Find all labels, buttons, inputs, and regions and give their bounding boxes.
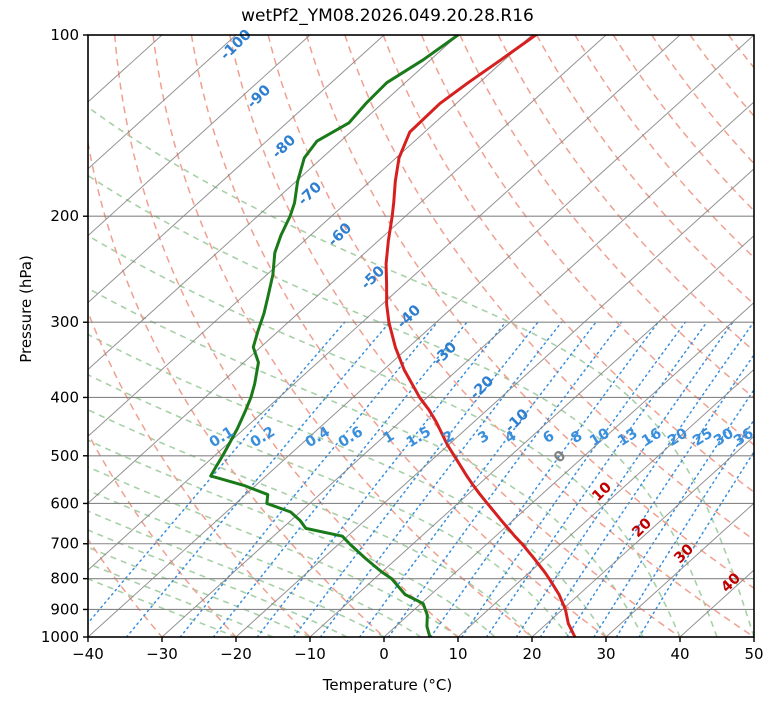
mixing-ratio-line (566, 353, 754, 637)
dry-adiabat-line (0, 35, 14, 637)
mixing-ratio-line (515, 321, 734, 637)
isotherm-line (235, 168, 754, 637)
y-tick-label: 200 (50, 207, 79, 225)
y-axis-label: Pressure (hPa) (17, 255, 35, 363)
moist-adiabat-line (88, 408, 533, 637)
dry-adiabat-line (535, 35, 754, 306)
x-tick-label: −10 (294, 645, 326, 663)
moist-adiabat-line (88, 234, 681, 637)
mixing-ratio-line (539, 321, 754, 637)
mixing-ratio-line (429, 321, 659, 637)
x-tick-label: −20 (220, 645, 252, 663)
mixing-ratio-line (593, 388, 754, 637)
x-tick-label: 50 (744, 645, 763, 663)
y-tick-label: 400 (50, 388, 79, 406)
x-tick-label: −30 (146, 645, 178, 663)
isotherm-line (88, 35, 385, 304)
x-tick-label: −40 (72, 645, 104, 663)
isotherm-line (457, 368, 754, 637)
y-tick-label: 800 (50, 570, 79, 588)
x-tick-label: 10 (448, 645, 467, 663)
moist-adiabat-line (88, 489, 422, 637)
moist-adiabat-line (88, 562, 274, 637)
mixing-ratio-line (125, 321, 391, 637)
mixing-ratio-line (256, 321, 507, 637)
x-axis-label: Temperature (°C) (322, 676, 453, 694)
dry-adiabat-line (382, 35, 754, 494)
sounding-profiles (209, 35, 577, 637)
profile-line-dewpoint (209, 35, 460, 637)
isotherm-line (88, 35, 754, 637)
plot-border (87, 34, 755, 638)
moist-adiabat-line (88, 333, 607, 637)
x-tick-label: 0 (379, 645, 389, 663)
moist-adiabat-line (88, 373, 570, 637)
isotherm-line (88, 35, 311, 237)
y-tick-label: 300 (50, 313, 79, 331)
isotherm-line (309, 234, 754, 637)
dry-adiabat-line (305, 35, 754, 590)
isotherm-line (88, 35, 607, 504)
moist-adiabat-line (88, 439, 496, 637)
dry-adiabat-line (88, 138, 385, 637)
x-tick-label: 30 (596, 645, 615, 663)
isotherm-line (88, 35, 237, 170)
dry-adiabat-line (113, 35, 459, 637)
isotherm-line (383, 301, 754, 637)
moist-adiabat-line (88, 510, 385, 637)
dry-adiabat-line (459, 35, 754, 399)
isotherm-line (88, 35, 459, 371)
isotherm-line (605, 502, 754, 637)
dry-adiabat-line (229, 35, 681, 637)
isotherm-line (161, 101, 754, 637)
x-tick-label: 40 (670, 645, 689, 663)
isotherm-line (753, 636, 754, 637)
y-tick-label: 700 (50, 535, 79, 553)
isotherm-line (88, 35, 533, 438)
y-tick-label: 500 (50, 447, 79, 465)
mixing-ratio-line (358, 321, 597, 637)
mixing-ratio-line (485, 321, 708, 637)
page-title: wetPf2_YM08.2026.049.20.28.R16 (241, 6, 534, 26)
mixing-ratio-line (615, 418, 754, 637)
mixing-ratio-line (319, 321, 563, 637)
moist-adiabat-line (88, 546, 311, 637)
y-tick-label: 100 (50, 26, 79, 44)
moist-adiabat-line (88, 106, 754, 637)
mixing-ratio-line (638, 450, 754, 637)
dry-adiabat-line (152, 35, 533, 637)
y-tick-label: 600 (50, 494, 79, 512)
mixing-ratio-lines (88, 321, 754, 637)
dry-adiabat-line (88, 310, 311, 637)
moist-adiabat-line (88, 174, 718, 637)
y-tick-label: 900 (50, 600, 79, 618)
y-tick-label: 1000 (41, 628, 79, 646)
profile-line-temperature (384, 35, 577, 637)
dry-adiabat-line (767, 35, 775, 637)
moist-adiabat-line (88, 465, 459, 637)
mixing-ratio-line (461, 321, 687, 637)
isotherm-line (88, 35, 681, 571)
mixing-ratio-line (179, 321, 439, 637)
isotherm-line (0, 35, 14, 637)
mixing-ratio-line (387, 321, 623, 637)
isotherm-lines (0, 35, 754, 637)
isotherm-line (531, 435, 754, 637)
x-tick-label: 20 (522, 645, 541, 663)
mixing-ratio-line (292, 321, 539, 637)
